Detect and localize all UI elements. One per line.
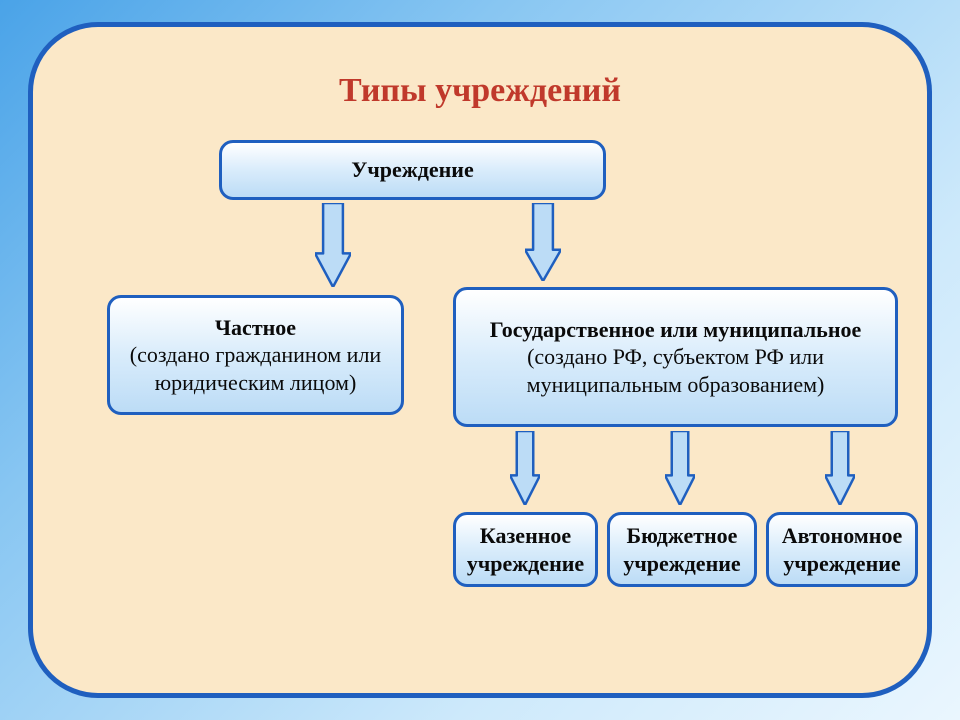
node-autonomous: Автономное учреждение: [766, 512, 918, 587]
diagram-title: Типы учреждений: [33, 72, 927, 110]
arrow-state-to-budget: [665, 431, 695, 505]
node-treasury: Казенное учреждение: [453, 512, 598, 587]
content-panel: Типы учреждений Учреждение Частное(созда…: [28, 22, 932, 698]
node-private: Частное(создано гражданином или юридичес…: [107, 295, 404, 415]
node-root: Учреждение: [219, 140, 606, 200]
arrow-state-to-autonomous: [825, 431, 855, 505]
arrow-state-to-treasury: [510, 431, 540, 505]
arrow-root-to-private: [315, 203, 351, 287]
node-budget: Бюджетное учреждение: [607, 512, 757, 587]
node-state: Государственное или муниципальное(создан…: [453, 287, 898, 427]
slide-background: Типы учреждений Учреждение Частное(созда…: [0, 0, 960, 720]
arrow-root-to-state: [525, 203, 561, 281]
